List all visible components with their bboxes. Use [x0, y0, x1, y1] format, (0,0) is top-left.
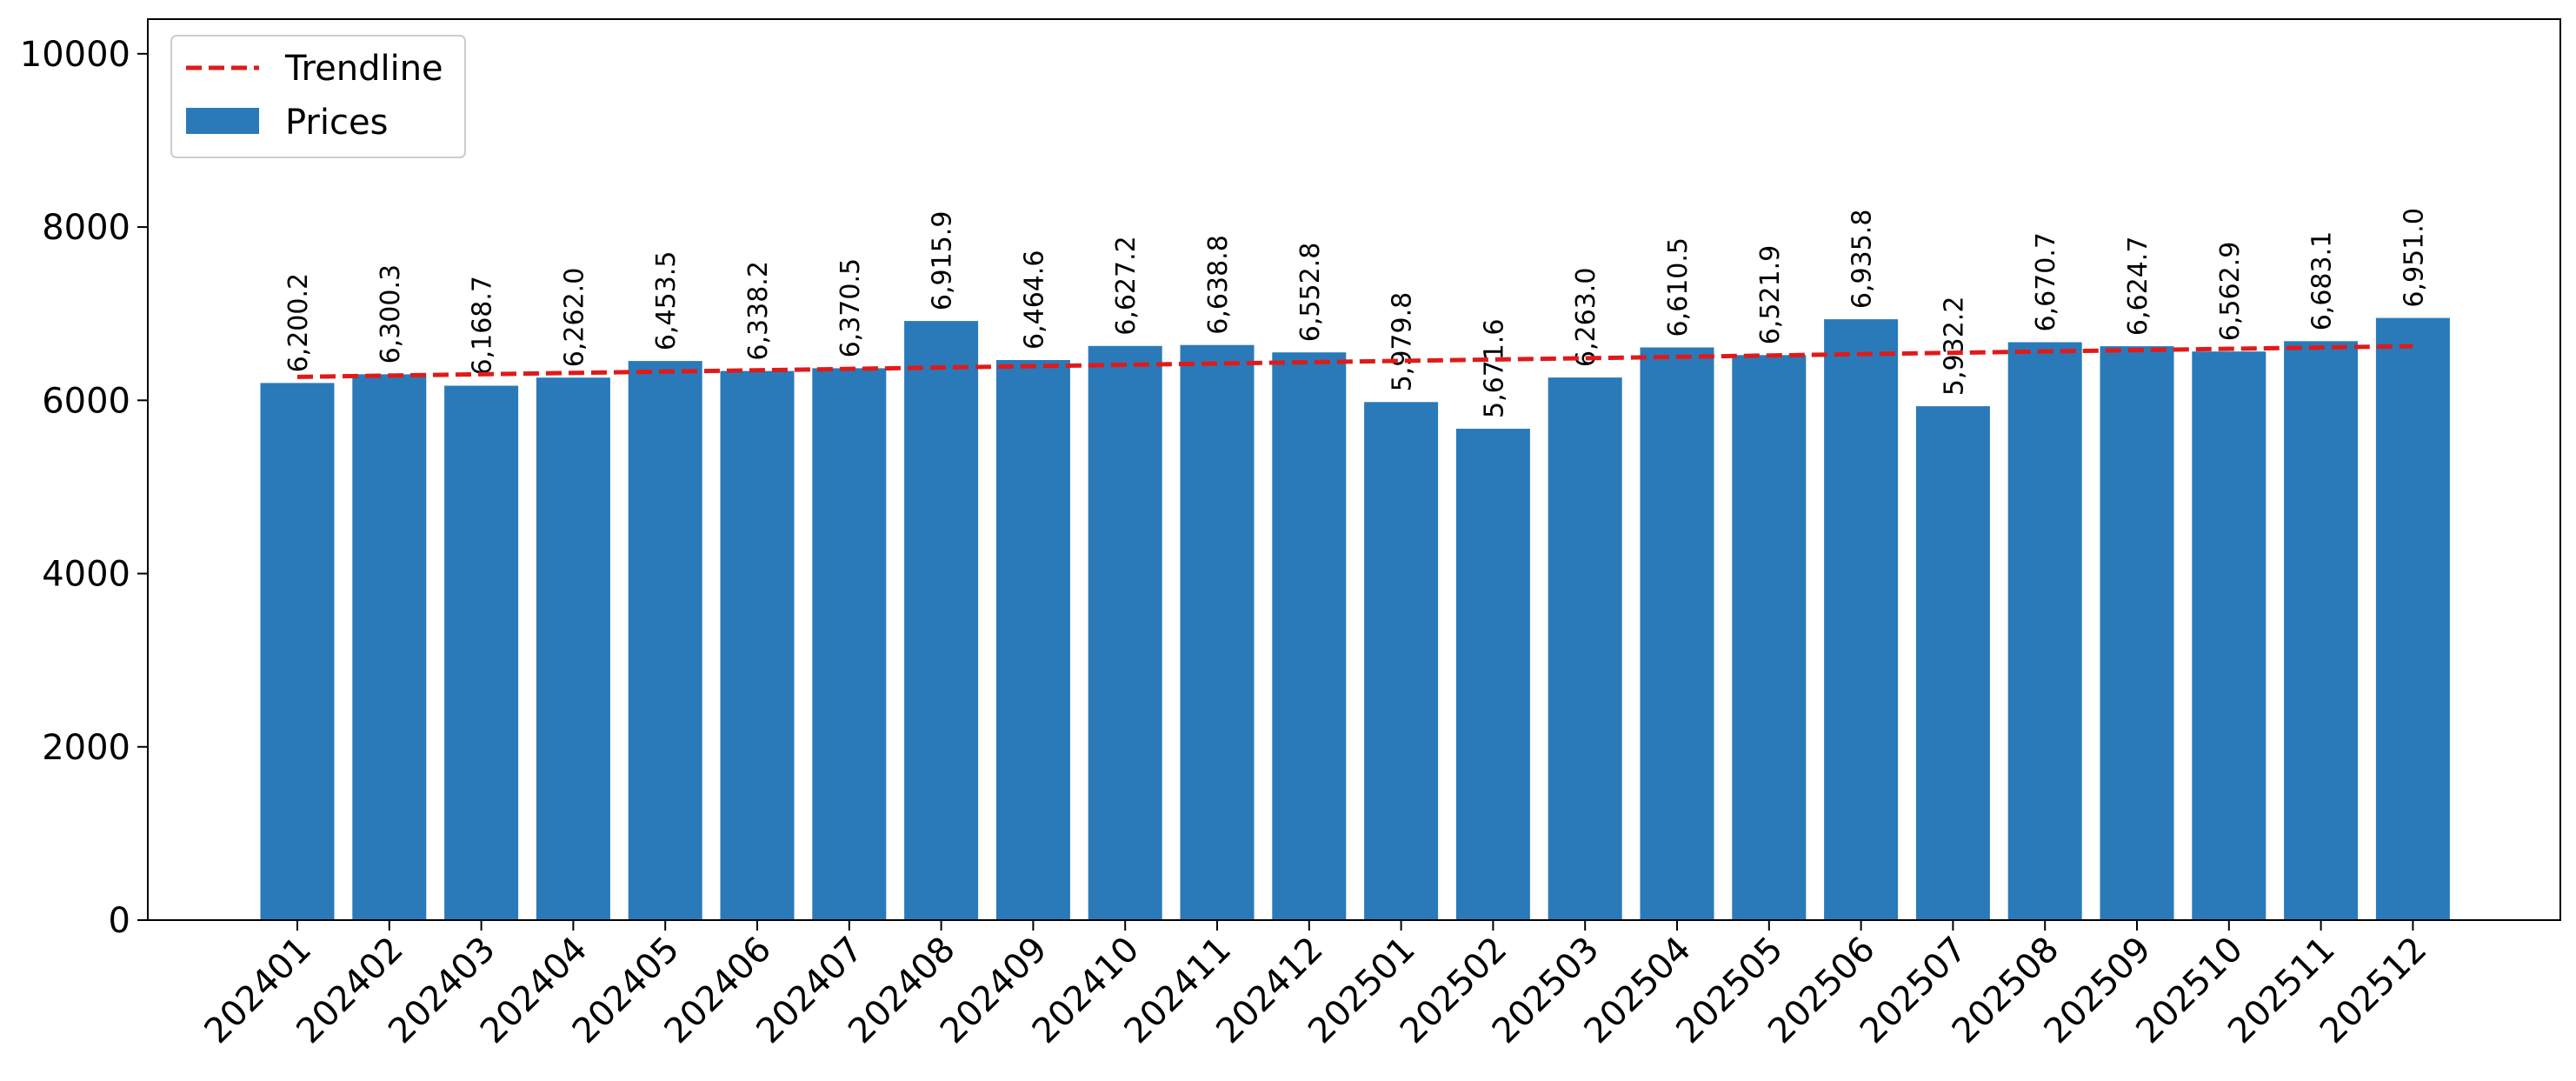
y-tick-label: 2000	[42, 728, 130, 768]
bar-value-label: 6,263.0	[1571, 268, 1601, 368]
bar-value-label: 6,338.2	[743, 261, 774, 361]
bar-202504	[1640, 347, 1714, 920]
bar-202503	[1548, 377, 1622, 921]
y-tick-label: 10000	[20, 35, 130, 75]
bar-value-label: 5,932.2	[1939, 297, 1969, 397]
bar-202410	[1088, 345, 1162, 920]
bar-202502	[1455, 429, 1530, 920]
y-tick-label: 6000	[42, 381, 130, 421]
bar-202501	[1364, 402, 1439, 920]
bar-202407	[812, 368, 887, 920]
bar-202403	[444, 385, 519, 920]
bar-202411	[1180, 344, 1255, 920]
bar-202512	[2375, 317, 2450, 921]
bar-value-label: 6,552.8	[1295, 243, 1326, 343]
bars	[260, 317, 2450, 921]
bar-202412	[1272, 352, 1347, 920]
trendline	[296, 344, 2413, 379]
bar-202508	[2007, 342, 2082, 920]
legend-prices-label: Prices	[285, 103, 388, 143]
bar-202509	[2100, 346, 2174, 921]
y-tick-label: 8000	[42, 208, 130, 248]
bar-202507	[1915, 406, 1990, 921]
y-tick-label: 4000	[42, 555, 130, 595]
bar-202511	[2284, 341, 2359, 920]
bar-value-label: 5,671.6	[1479, 318, 1509, 418]
bar-value-label: 6,935.8	[1847, 210, 1878, 310]
bar-202505	[1732, 355, 1807, 920]
bar-202406	[720, 370, 795, 921]
bar-value-label: 6,610.5	[1663, 237, 1694, 337]
legend: Trendline Prices	[170, 35, 466, 158]
bar-value-label: 6,200.2	[283, 273, 314, 373]
bar-202409	[995, 360, 1070, 920]
plot-frame	[147, 18, 2561, 921]
bar-value-label: 6,624.7	[2123, 237, 2153, 337]
bar-202401	[260, 383, 335, 920]
bar-value-label: 6,370.5	[835, 258, 866, 358]
bar-value-label: 6,951.0	[2399, 208, 2429, 308]
bar-labels: 6,200.2 6,300.3 6,168.7 6,262.0 6,453.5 6,338…	[283, 208, 2429, 418]
bar-value-label: 6,262.0	[559, 268, 589, 368]
bar-202506	[1824, 319, 1899, 921]
bar-value-label: 6,562.9	[2215, 242, 2246, 342]
trendline-line	[296, 344, 2413, 379]
y-tick-label: 0	[109, 901, 130, 941]
bar-value-label: 6,300.3	[376, 264, 406, 364]
bar-202510	[2192, 351, 2266, 920]
bar-value-label: 6,168.7	[468, 276, 498, 376]
bar-202404	[536, 377, 610, 920]
legend-trendline-label: Trendline	[284, 49, 443, 89]
bar-value-label: 6,464.6	[1019, 250, 1049, 350]
bar-value-label: 6,683.1	[2307, 231, 2338, 331]
bar-202408	[904, 321, 979, 921]
bar-value-label: 6,915.9	[928, 211, 958, 311]
bar-value-label: 6,627.2	[1111, 236, 1142, 336]
bar-value-label: 6,670.7	[2031, 232, 2061, 332]
bar-value-label: 5,979.8	[1388, 292, 1418, 392]
bar-value-label: 6,453.5	[651, 251, 682, 351]
bar-value-label: 6,638.8	[1203, 235, 1234, 335]
bar-value-label: 6,521.9	[1755, 245, 1786, 345]
legend-prices-swatch	[186, 108, 259, 134]
bar-202405	[628, 361, 702, 921]
bar-202402	[352, 374, 427, 920]
